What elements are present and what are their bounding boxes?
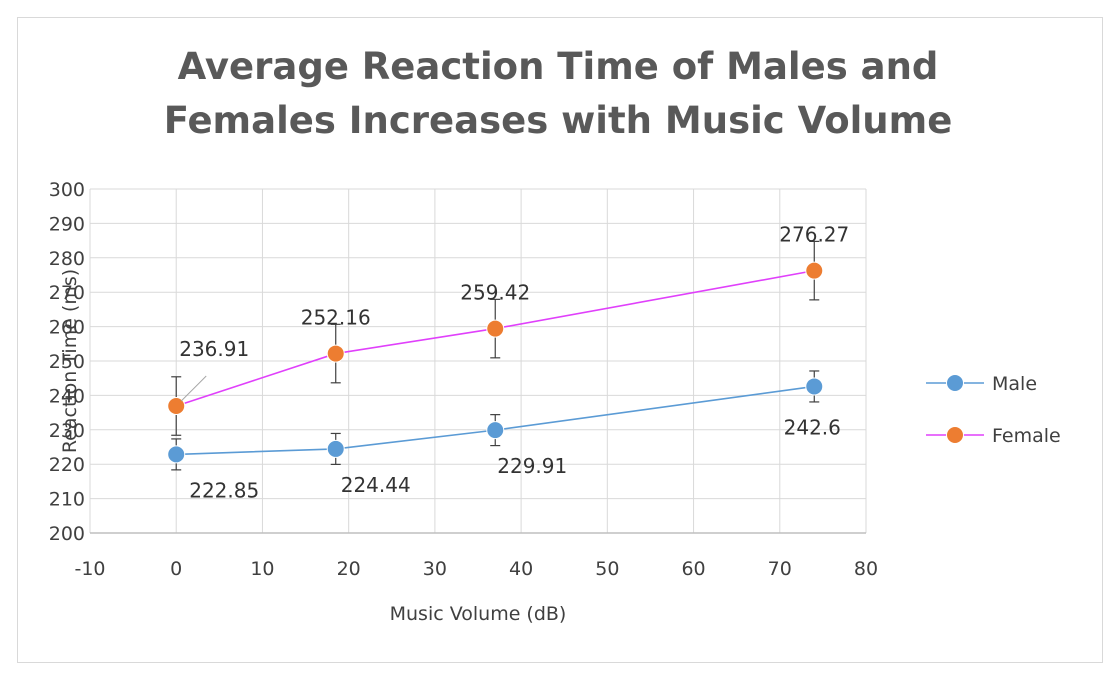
point-male xyxy=(326,439,345,458)
point-female xyxy=(326,344,345,363)
data-label: 236.91 xyxy=(179,337,249,361)
x-tick-label: 30 xyxy=(423,558,447,580)
data-label: 259.42 xyxy=(460,281,530,305)
y-tick-label: 220 xyxy=(49,454,85,476)
y-tick-label: 210 xyxy=(49,489,85,511)
x-tick-label: 60 xyxy=(681,558,705,580)
x-axis-label: Music Volume (dB) xyxy=(390,603,567,625)
point-female xyxy=(486,319,505,338)
gridlines xyxy=(89,188,867,534)
data-label: 224.44 xyxy=(341,473,411,497)
data-label: 242.6 xyxy=(784,415,841,439)
x-tick-label: 10 xyxy=(250,558,274,580)
y-axis-ticks: 200 210 220 230 240 250 260 270 280 290 300 xyxy=(49,179,85,545)
chart-area xyxy=(17,17,1103,663)
y-tick-label: 300 xyxy=(49,179,85,201)
x-tick-label: 80 xyxy=(854,558,878,580)
series-line-male xyxy=(176,385,815,456)
legend-label-female: Female xyxy=(992,425,1061,447)
legend: Male Female xyxy=(926,373,1061,447)
data-label: 222.85 xyxy=(189,478,259,502)
point-female xyxy=(167,397,186,416)
x-tick-label: -10 xyxy=(74,558,105,580)
y-tick-label: 250 xyxy=(49,351,85,373)
series-line-female xyxy=(175,269,815,407)
point-male xyxy=(167,445,186,464)
y-tick-label: 260 xyxy=(49,317,85,339)
x-tick-label: 50 xyxy=(595,558,619,580)
x-tick-label: 70 xyxy=(768,558,792,580)
y-tick-label: 290 xyxy=(49,213,85,235)
legend-label-male: Male xyxy=(992,373,1037,395)
x-axis-ticks: -10 0 10 20 30 40 50 60 70 80 xyxy=(74,558,878,580)
y-tick-label: 230 xyxy=(49,420,85,442)
point-male xyxy=(805,377,824,396)
series-layer xyxy=(167,240,824,471)
point-female xyxy=(805,261,824,280)
legend-marker-female xyxy=(946,426,964,444)
x-tick-label: 40 xyxy=(509,558,533,580)
y-axis-label: Reaction Time (ms) xyxy=(59,269,81,453)
x-tick-label: 0 xyxy=(170,558,182,580)
y-tick-label: 240 xyxy=(49,385,85,407)
data-label: 276.27 xyxy=(779,223,849,247)
data-label: 252.16 xyxy=(301,306,371,330)
y-tick-label: 200 xyxy=(49,523,85,545)
point-male xyxy=(486,421,505,440)
leader-line xyxy=(180,375,207,402)
chart-title-line-1: Average Reaction Time of Males and xyxy=(177,45,939,88)
chart-title: Average Reaction Time of Males and Femal… xyxy=(0,40,1116,148)
data-label: 229.91 xyxy=(497,454,567,478)
data-labels-layer: 222.85 224.44 229.91 242.6 236.91 252.16 259.4… xyxy=(179,223,849,503)
y-tick-label: 270 xyxy=(49,282,85,304)
y-tick-label: 280 xyxy=(49,248,85,270)
chart-title-line-2: Females Increases with Music Volume xyxy=(163,99,953,142)
legend-marker-male xyxy=(946,374,964,392)
x-tick-label: 20 xyxy=(337,558,361,580)
